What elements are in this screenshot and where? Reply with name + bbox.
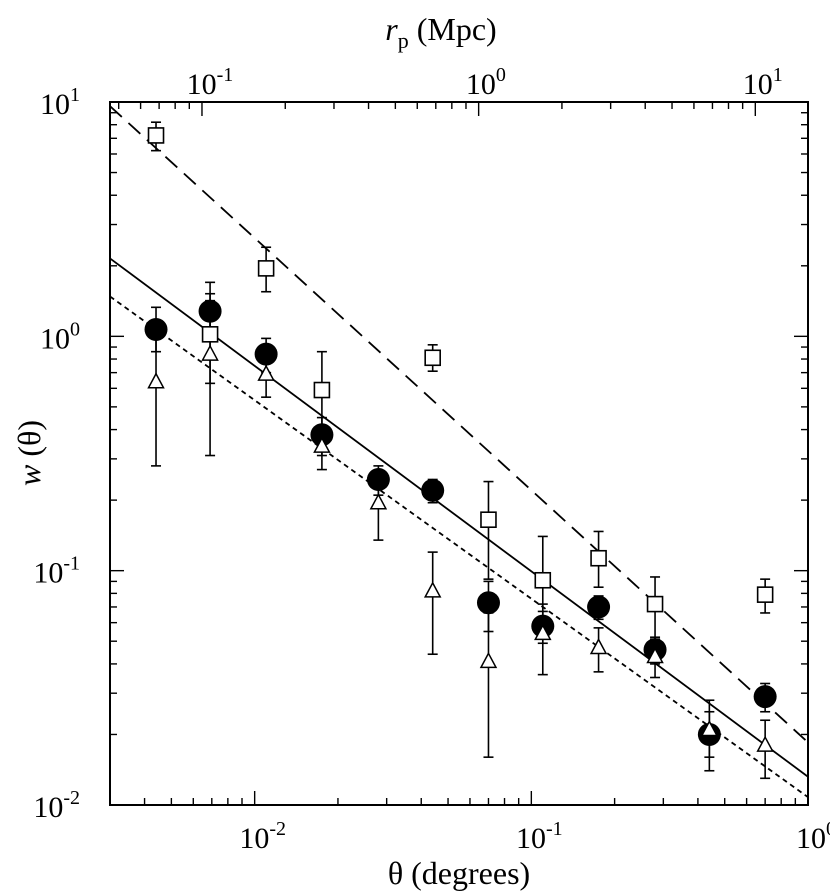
data-point-filled-circle [587, 595, 611, 619]
top-tick-label-exponent: 1 [773, 64, 783, 86]
data-point-open-triangle [479, 651, 498, 669]
plot-frame [109, 101, 809, 806]
data-point-open-triangle [756, 735, 774, 752]
data-point-open-square [590, 549, 607, 567]
data-point-open-square [480, 511, 497, 529]
data-point-open-square [313, 381, 331, 399]
data-point-open-triangle [534, 623, 552, 641]
y-tick-label-exponent: -1 [63, 553, 80, 575]
data-point-open-triangle [423, 581, 442, 598]
error-bar-open-triangle [205, 299, 216, 457]
data-point-open-square [424, 349, 441, 367]
data-point-open-square [756, 586, 774, 603]
x-tick-label-exponent: 0 [826, 818, 830, 840]
top-tick-label-base: 10 [743, 68, 773, 101]
y-tick-label-exponent: 0 [70, 318, 80, 340]
top-tick-label-base: 10 [187, 68, 217, 101]
data-point-open-triangle [646, 646, 664, 664]
x-tick-label: 100 [796, 818, 830, 855]
data-point-open-triangle [369, 493, 388, 510]
top-tick-label-exponent: 0 [496, 64, 506, 86]
x-tick-label: 10-2 [239, 818, 286, 855]
y-tick-label-base: 10 [33, 791, 63, 824]
top-tick-label: 10-1 [187, 64, 234, 101]
data-point-open-square [646, 595, 664, 613]
data-point-open-square [257, 260, 275, 277]
y-tick-label-base: 10 [40, 322, 70, 355]
data-point-filled-circle [476, 591, 500, 615]
data-point-open-triangle [700, 719, 719, 737]
data-point-open-square [534, 571, 552, 589]
top-axis-title-main: r [385, 11, 398, 47]
top-tick-label-base: 10 [466, 68, 496, 101]
data-point-filled-circle [310, 423, 334, 447]
x-tick-label-base: 10 [239, 822, 269, 855]
data-point-filled-circle [366, 467, 390, 491]
data-point-open-square [147, 127, 165, 144]
top-axis-title-sub: p [398, 28, 409, 53]
y-tick-label: 101 [40, 84, 80, 121]
y-tick-label: 10-2 [33, 787, 80, 824]
error-bar-open-square [483, 480, 494, 580]
x-tick-label-exponent: -1 [546, 818, 563, 840]
data-point-open-square [201, 326, 219, 343]
error-bar-open-triangle [151, 333, 162, 467]
y-axis-title-arg: (θ) [11, 420, 47, 465]
fit-line-dotted [110, 295, 808, 798]
fit-lines [110, 105, 808, 798]
data-point-filled-circle [753, 685, 777, 709]
y-tick-label-base: 10 [40, 88, 70, 121]
y-axis-title: w (θ) [11, 420, 47, 486]
top-tick-label: 101 [743, 64, 783, 101]
data-point-open-triangle [147, 372, 165, 389]
x-axis-title: θ (degrees) [388, 855, 530, 891]
x-tick-label: 10-1 [516, 818, 563, 855]
top-axis-title-unit: (Mpc) [409, 11, 497, 47]
y-tick-label-exponent: 1 [70, 84, 80, 106]
x-tick-label-base: 10 [796, 822, 826, 855]
top-tick-label: 100 [466, 64, 506, 101]
axis-ticks [109, 101, 809, 806]
data-point-filled-circle [198, 299, 222, 323]
error-bar-open-triangle [483, 612, 494, 758]
data-point-open-triangle [589, 637, 608, 655]
data-point-filled-circle [144, 317, 168, 341]
top-axis-title: rp (Mpc) [385, 11, 496, 53]
y-axis-title-main: w [11, 464, 47, 486]
y-tick-label: 10-1 [33, 553, 80, 590]
y-tick-label-exponent: -2 [63, 787, 80, 809]
y-tick-label: 100 [40, 318, 80, 355]
top-tick-label-exponent: -1 [217, 64, 234, 86]
x-tick-label-exponent: -2 [269, 818, 286, 840]
fit-line-dashed [110, 105, 808, 744]
error-bar-open-triangle [427, 551, 438, 656]
y-tick-label-base: 10 [33, 557, 63, 590]
data-point-open-triangle [257, 364, 275, 381]
fit-line-solid [110, 257, 808, 778]
x-tick-label-base: 10 [516, 822, 546, 855]
data-point-open-triangle [313, 436, 331, 453]
data-point-open-triangle [201, 344, 219, 361]
data-point-filled-circle [254, 342, 278, 366]
data-point-filled-circle [421, 478, 445, 502]
data-points [144, 127, 777, 752]
